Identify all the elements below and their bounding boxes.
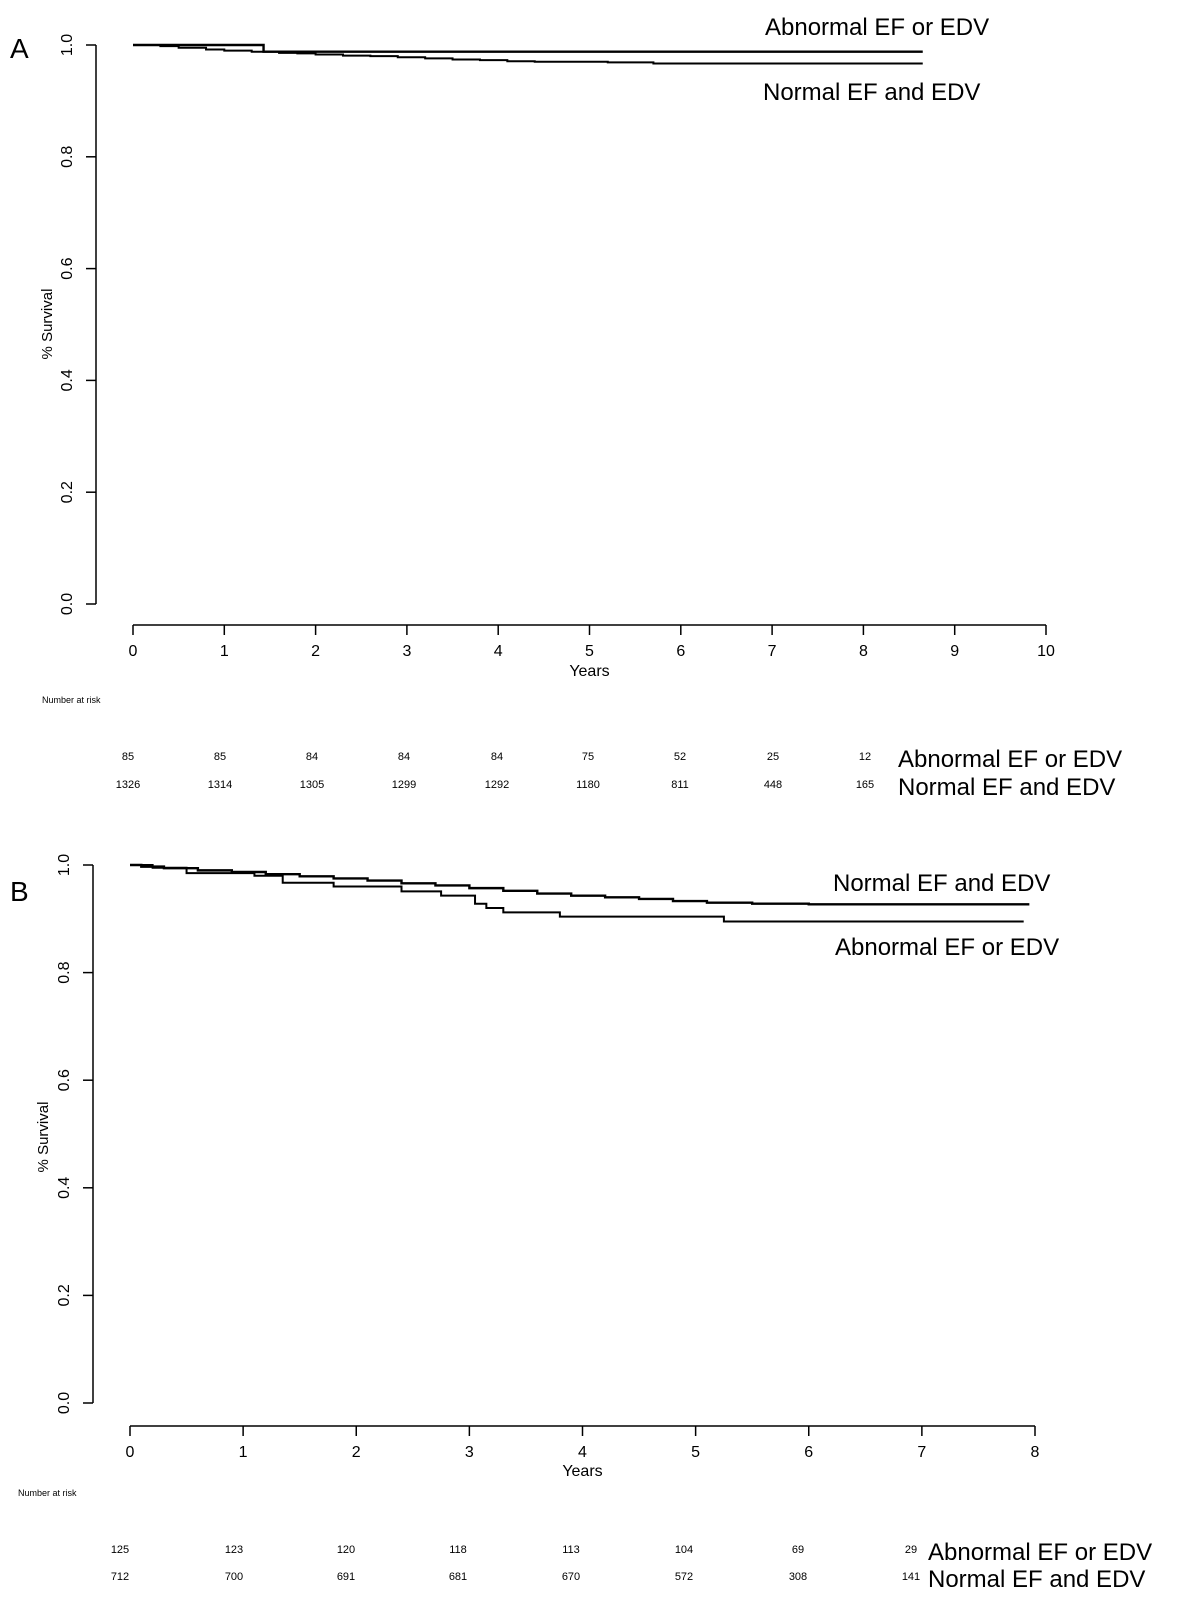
y-tick-label: 0.0 xyxy=(56,1392,73,1414)
survival-curve-2 xyxy=(133,44,923,65)
panel-label: B xyxy=(10,876,29,907)
y-tick-label: 0.6 xyxy=(59,257,76,279)
x-tick-label: 5 xyxy=(585,643,594,660)
risk-count: 125 xyxy=(111,1544,129,1556)
y-tick-label: 0.2 xyxy=(56,1284,73,1306)
y-tick-label: 0.6 xyxy=(56,1069,73,1091)
risk-table-title: Number at risk xyxy=(42,695,101,705)
risk-count: 52 xyxy=(674,751,686,763)
x-axis-label: Years xyxy=(569,663,609,680)
y-tick-label: 1.0 xyxy=(59,34,76,56)
series-label-1: Normal EF and EDV xyxy=(833,870,1050,897)
risk-count: 572 xyxy=(675,1571,693,1583)
risk-row-label: Normal EF and EDV xyxy=(898,774,1115,801)
risk-count: 25 xyxy=(767,751,779,763)
risk-count: 69 xyxy=(792,1544,804,1556)
risk-count: 811 xyxy=(671,779,689,791)
risk-count: 1292 xyxy=(485,779,509,791)
risk-count: 1326 xyxy=(116,779,140,791)
risk-count: 712 xyxy=(111,1571,129,1583)
x-tick-label: 0 xyxy=(129,643,138,660)
y-tick-label: 1.0 xyxy=(56,854,73,876)
risk-count: 670 xyxy=(562,1571,580,1583)
risk-count: 84 xyxy=(306,751,318,763)
x-tick-label: 0 xyxy=(126,1444,135,1461)
y-axis-label: % Survival xyxy=(39,289,56,360)
series-label-1: Abnormal EF or EDV xyxy=(765,14,989,41)
risk-count: 1305 xyxy=(300,779,324,791)
risk-count: 84 xyxy=(398,751,410,763)
risk-count: 165 xyxy=(856,779,874,791)
y-tick-label: 0.2 xyxy=(59,481,76,503)
risk-count: 123 xyxy=(225,1544,243,1556)
risk-count: 1180 xyxy=(576,779,600,791)
risk-count: 308 xyxy=(789,1571,807,1583)
survival-curve-1 xyxy=(133,43,923,53)
series-label-2: Normal EF and EDV xyxy=(763,79,980,106)
risk-count: 104 xyxy=(675,1544,693,1556)
risk-row-label: Normal EF and EDV xyxy=(928,1566,1145,1593)
x-tick-label: 4 xyxy=(578,1444,587,1461)
risk-count: 681 xyxy=(449,1571,467,1583)
x-tick-label: 6 xyxy=(804,1444,813,1461)
y-tick-label: 0.4 xyxy=(56,1177,73,1199)
x-tick-label: 8 xyxy=(1031,1444,1040,1461)
risk-count: 448 xyxy=(764,779,782,791)
risk-count: 85 xyxy=(122,751,134,763)
risk-count: 85 xyxy=(214,751,226,763)
x-tick-label: 3 xyxy=(465,1444,474,1461)
x-tick-label: 7 xyxy=(917,1444,926,1461)
x-tick-label: 2 xyxy=(352,1444,361,1461)
x-tick-label: 10 xyxy=(1037,643,1055,660)
risk-row-label: Abnormal EF or EDV xyxy=(928,1539,1152,1566)
risk-count: 12 xyxy=(859,751,871,763)
y-tick-label: 0.8 xyxy=(59,146,76,168)
risk-count: 700 xyxy=(225,1571,243,1583)
risk-count: 141 xyxy=(902,1571,920,1583)
risk-count: 84 xyxy=(491,751,503,763)
x-tick-label: 5 xyxy=(691,1444,700,1461)
risk-row-label: Abnormal EF or EDV xyxy=(898,746,1122,773)
x-axis-label: Years xyxy=(562,1463,602,1480)
x-tick-label: 6 xyxy=(676,643,685,660)
survival-curve-2 xyxy=(130,864,1024,923)
risk-count: 29 xyxy=(905,1544,917,1556)
y-tick-label: 0.4 xyxy=(59,369,76,391)
risk-count: 118 xyxy=(449,1544,467,1556)
risk-count: 120 xyxy=(337,1544,355,1556)
y-axis-label: % Survival xyxy=(35,1102,52,1173)
x-tick-label: 7 xyxy=(768,643,777,660)
survival-curve-1 xyxy=(130,863,1030,906)
risk-count: 691 xyxy=(337,1571,355,1583)
x-tick-label: 9 xyxy=(950,643,959,660)
series-label-2: Abnormal EF or EDV xyxy=(835,934,1059,961)
y-tick-label: 0.0 xyxy=(59,593,76,615)
risk-count: 113 xyxy=(562,1544,580,1556)
x-tick-label: 8 xyxy=(859,643,868,660)
x-tick-label: 3 xyxy=(402,643,411,660)
risk-count: 1314 xyxy=(208,779,232,791)
x-tick-label: 4 xyxy=(494,643,503,660)
risk-count: 1299 xyxy=(392,779,416,791)
risk-count: 75 xyxy=(582,751,594,763)
y-tick-label: 0.8 xyxy=(56,961,73,983)
risk-table-title: Number at risk xyxy=(18,1488,77,1498)
x-tick-label: 1 xyxy=(220,643,229,660)
panel-label: A xyxy=(10,33,29,64)
x-tick-label: 1 xyxy=(239,1444,248,1461)
x-tick-label: 2 xyxy=(311,643,320,660)
